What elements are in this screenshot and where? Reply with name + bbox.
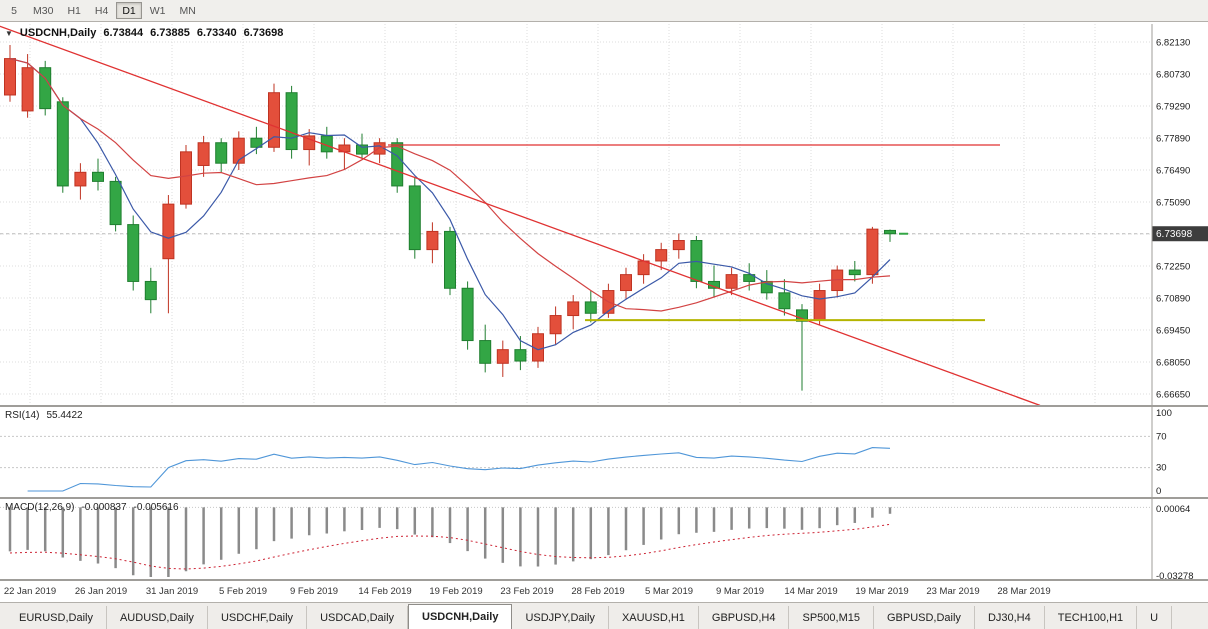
- svg-text:23 Mar 2019: 23 Mar 2019: [926, 586, 979, 597]
- svg-text:6.66650: 6.66650: [1156, 390, 1190, 401]
- macd-pane: [0, 506, 1152, 577]
- tab-dj30-h4[interactable]: DJ30,H4: [975, 606, 1045, 629]
- tab-gbpusd-h4[interactable]: GBPUSD,H4: [699, 606, 790, 629]
- svg-text:28 Feb 2019: 28 Feb 2019: [571, 586, 624, 597]
- timeframe-toolbar: 5 M30 H1 H4 D1 W1 MN: [0, 0, 1208, 22]
- rsi-pane: [0, 435, 1152, 469]
- rsi-value: 55.4422: [46, 410, 83, 421]
- chart-area[interactable]: 6.82130 6.80730 6.79290 6.77890 6.76490 6.750…: [0, 22, 1208, 602]
- ma-fast-line: [9, 58, 891, 351]
- svg-text:0: 0: [1156, 486, 1161, 497]
- tab-sp500-m15[interactable]: SP500,M15: [789, 606, 874, 629]
- svg-text:70: 70: [1156, 431, 1167, 442]
- tab-eurusd-daily[interactable]: EURUSD,Daily: [6, 606, 107, 629]
- macd-value2: -0.005616: [133, 502, 179, 513]
- timeframe-5-button[interactable]: 5: [11, 5, 17, 17]
- rsi-indicator-label: RSI(14) 55.4422: [5, 410, 83, 421]
- macd-indicator-label: MACD(12,26,9) -0.000837 -0.005616: [5, 502, 179, 513]
- timeframe-d1-button[interactable]: D1: [116, 2, 142, 19]
- ohlc-open: 6.73844: [103, 27, 144, 39]
- svg-text:0.00064: 0.00064: [1156, 504, 1190, 515]
- macd-name: MACD(12,26,9): [5, 502, 75, 513]
- svg-text:5 Feb 2019: 5 Feb 2019: [219, 586, 267, 597]
- svg-text:14 Feb 2019: 14 Feb 2019: [358, 586, 411, 597]
- svg-text:23 Feb 2019: 23 Feb 2019: [500, 586, 553, 597]
- date-axis: 22 Jan 2019 26 Jan 2019 31 Jan 2019 5 Feb 2…: [4, 586, 1051, 597]
- ma-slow-line: [9, 58, 891, 312]
- tab-usdcnh-daily[interactable]: USDCNH,Daily: [408, 604, 513, 629]
- svg-text:6.77890: 6.77890: [1156, 134, 1190, 145]
- symbol-name: USDCNH,Daily: [19, 27, 97, 39]
- timeframe-h4-button[interactable]: H4: [94, 5, 109, 17]
- tab-usdchf-daily[interactable]: USDCHF,Daily: [208, 606, 308, 629]
- svg-text:6.73698: 6.73698: [1156, 229, 1193, 240]
- macd-histogram: [8, 507, 892, 577]
- descending-trendline: [0, 25, 1041, 406]
- svg-text:19 Mar 2019: 19 Mar 2019: [855, 586, 908, 597]
- svg-text:30: 30: [1156, 463, 1167, 474]
- timeframe-h1-button[interactable]: H1: [67, 5, 81, 17]
- svg-text:9 Mar 2019: 9 Mar 2019: [716, 586, 764, 597]
- svg-text:6.80730: 6.80730: [1156, 70, 1190, 81]
- candles-layer: [4, 44, 896, 391]
- svg-text:19 Feb 2019: 19 Feb 2019: [429, 586, 482, 597]
- timeframe-m30-button[interactable]: M30: [33, 5, 54, 17]
- svg-text:9 Feb 2019: 9 Feb 2019: [290, 586, 338, 597]
- grid-layer: [0, 24, 1152, 405]
- svg-text:14 Mar 2019: 14 Mar 2019: [784, 586, 837, 597]
- tab-xauusd-h1[interactable]: XAUUSD,H1: [609, 606, 699, 629]
- svg-text:6.72250: 6.72250: [1156, 262, 1190, 273]
- price-chart-svg[interactable]: 6.82130 6.80730 6.79290 6.77890 6.76490 6.750…: [0, 22, 1208, 602]
- price-axis-background: [1152, 24, 1208, 580]
- svg-text:31 Jan 2019: 31 Jan 2019: [146, 586, 198, 597]
- price-axis: 6.82130 6.80730 6.79290 6.77890 6.76490 6.750…: [1156, 38, 1194, 583]
- timeframe-mn-button[interactable]: MN: [179, 5, 196, 17]
- ohlc-low: 6.73340: [196, 27, 237, 39]
- svg-text:6.82130: 6.82130: [1156, 38, 1190, 49]
- rsi-line: [27, 447, 891, 492]
- ohlc-close: 6.73698: [243, 27, 284, 39]
- svg-text:6.76490: 6.76490: [1156, 166, 1190, 177]
- current-price-badge: 6.73698: [1152, 226, 1208, 242]
- svg-text:-0.03278: -0.03278: [1156, 571, 1194, 582]
- svg-text:6.79290: 6.79290: [1156, 102, 1190, 113]
- svg-text:26 Jan 2019: 26 Jan 2019: [75, 586, 127, 597]
- macd-value: -0.000837: [81, 502, 127, 513]
- tab-usdcad-daily[interactable]: USDCAD,Daily: [307, 606, 409, 629]
- symbol-ohlc-display: ▼ USDCNH,Daily 6.73844 6.73885 6.73340 6…: [5, 27, 283, 39]
- svg-text:100: 100: [1156, 408, 1172, 419]
- rsi-name: RSI(14): [5, 410, 40, 421]
- svg-text:22 Jan 2019: 22 Jan 2019: [4, 586, 56, 597]
- tab-u[interactable]: U: [1137, 606, 1173, 629]
- ohlc-high: 6.73885: [150, 27, 190, 39]
- tab-audusd-daily[interactable]: AUDUSD,Daily: [107, 606, 208, 629]
- symbol-tabbar: EURUSD,Daily AUDUSD,Daily USDCHF,Daily USDC…: [0, 602, 1208, 629]
- timeframe-w1-button[interactable]: W1: [149, 5, 166, 17]
- symbol-dropdown-icon[interactable]: ▼: [5, 28, 13, 38]
- svg-text:5 Mar 2019: 5 Mar 2019: [645, 586, 693, 597]
- tab-usdjpy-daily[interactable]: USDJPY,Daily: [512, 606, 609, 629]
- macd-signal-line: [9, 523, 891, 570]
- svg-text:6.75090: 6.75090: [1156, 198, 1190, 209]
- tab-gbpusd-daily[interactable]: GBPUSD,Daily: [874, 606, 975, 629]
- tab-tech100-h1[interactable]: TECH100,H1: [1045, 606, 1138, 629]
- svg-text:28 Mar 2019: 28 Mar 2019: [997, 586, 1050, 597]
- svg-text:6.68050: 6.68050: [1156, 358, 1190, 369]
- svg-text:6.69450: 6.69450: [1156, 326, 1190, 337]
- svg-text:6.70890: 6.70890: [1156, 294, 1190, 305]
